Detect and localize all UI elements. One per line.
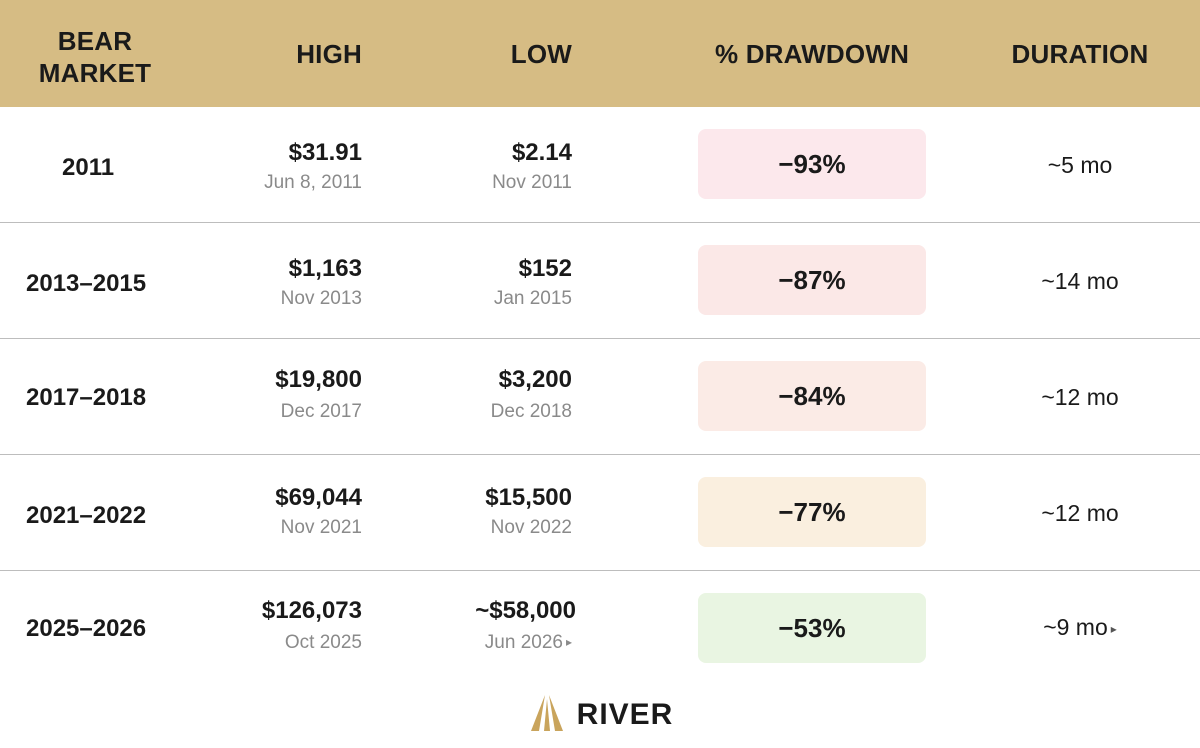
table-row: 2021–2022 $69,044 Nov 2021 $15,500 Nov 2… xyxy=(0,455,1200,571)
brand-name: RIVER xyxy=(576,698,674,731)
bear-market-period: 2021–2022 xyxy=(26,502,147,529)
table-row: 2017–2018 $19,800 Dec 2017 $3,200 Dec 20… xyxy=(0,339,1200,455)
table-row: 2013–2015 $1,163 Nov 2013 $152 Jan 2015 … xyxy=(0,223,1200,339)
duration: ~14 mo xyxy=(1041,268,1119,294)
low-price: $2.14 xyxy=(511,139,572,166)
low-price: ~$58,000 xyxy=(475,597,576,624)
low-price: $3,200 xyxy=(498,366,572,393)
header-high: HIGH xyxy=(296,39,362,69)
high-price: $126,073 xyxy=(261,597,362,624)
high-price: $19,800 xyxy=(275,366,362,393)
duration-wrap: ~9 mo ▸ xyxy=(1000,614,1160,641)
drawdown-pill: −77% xyxy=(698,477,926,547)
high-date: Oct 2025 xyxy=(284,632,362,653)
brand: RIVER xyxy=(527,693,674,738)
low-price: $152 xyxy=(518,255,572,282)
drawdown-pill: −53% xyxy=(698,593,926,663)
table-row: 2025–2026 $126,073 Oct 2025 ~$58,000 Jun… xyxy=(0,571,1200,687)
bear-market-period: 2011 xyxy=(62,154,115,181)
header-low: LOW xyxy=(510,39,572,69)
table-row: 2011 $31.91 Jun 8, 2011 $2.14 Nov 2011 −… xyxy=(0,107,1200,223)
low-date-wrap: Jun 2026 ▸ xyxy=(485,632,572,654)
duration: ~12 mo xyxy=(1041,384,1119,410)
high-price: $69,044 xyxy=(275,484,362,511)
caret-right-icon: ▸ xyxy=(565,635,572,649)
bear-market-period: 2025–2026 xyxy=(26,615,147,642)
low-date: Jun 2026 xyxy=(484,632,563,653)
drawdown-pill: −93% xyxy=(698,129,926,199)
low-date: Jan 2015 xyxy=(493,288,572,309)
high-date: Nov 2021 xyxy=(280,517,362,538)
drawdown-pill: −87% xyxy=(698,245,926,315)
header-drawdown: % DRAWDOWN xyxy=(714,39,910,69)
table-header: BEAR MARKET HIGH LOW % DRAWDOWN DURATION xyxy=(0,0,1200,107)
high-price: $1,163 xyxy=(288,255,362,282)
drawdown-pill: −84% xyxy=(698,361,926,431)
low-price: $15,500 xyxy=(485,484,572,511)
bear-market-period: 2013–2015 xyxy=(26,270,147,297)
duration: ~5 mo xyxy=(1047,152,1113,178)
duration: ~9 mo xyxy=(1043,614,1108,640)
low-date: Dec 2018 xyxy=(490,401,572,422)
header-duration: DURATION xyxy=(1011,39,1149,69)
caret-right-icon: ▸ xyxy=(1110,622,1117,636)
high-date: Dec 2017 xyxy=(280,401,362,422)
bear-market-period: 2017–2018 xyxy=(26,384,147,411)
high-date: Nov 2013 xyxy=(280,288,362,309)
low-date: Nov 2011 xyxy=(492,172,572,193)
footer: RIVER xyxy=(0,690,1200,740)
river-logo-icon xyxy=(527,693,567,738)
low-date: Nov 2022 xyxy=(490,517,572,538)
high-date: Jun 8, 2011 xyxy=(264,172,362,193)
duration: ~12 mo xyxy=(1041,500,1119,526)
high-price: $31.91 xyxy=(288,139,362,166)
header-bear-market: BEAR MARKET xyxy=(38,26,152,88)
